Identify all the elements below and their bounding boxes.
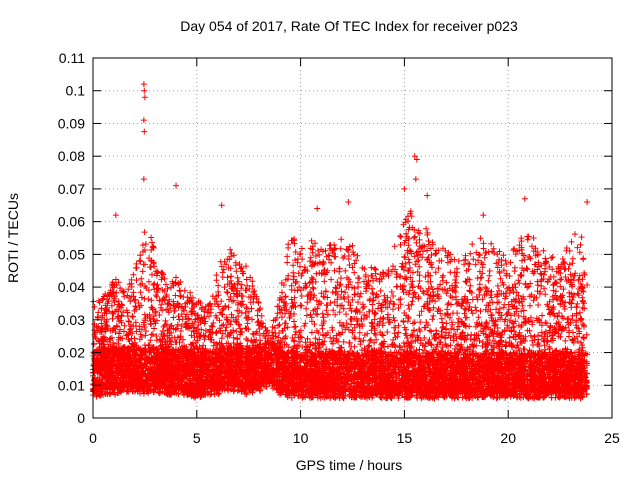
data-point	[345, 199, 352, 205]
y-tick-label: 0.04	[58, 279, 85, 295]
data-point	[401, 185, 408, 192]
x-tick-label: 0	[89, 430, 97, 446]
data-point	[424, 192, 431, 199]
y-axis-label: ROTI / TECUs	[5, 193, 21, 283]
data-point	[141, 128, 148, 135]
data-point	[141, 87, 148, 94]
y-tick-label: 0.11	[59, 50, 85, 66]
data-point	[140, 117, 147, 124]
data-point	[480, 212, 487, 219]
x-axis-label: GPS time / hours	[296, 457, 403, 473]
y-tick-label: 0	[77, 410, 85, 426]
chart-title: Day 054 of 2017, Rate Of TEC Index for r…	[180, 18, 518, 34]
data-point	[141, 94, 148, 101]
data-point	[411, 153, 418, 160]
x-tick-label: 10	[293, 430, 309, 446]
data-point	[218, 202, 225, 209]
y-tick-label: 0.07	[58, 181, 85, 197]
data-point	[140, 176, 147, 183]
y-tick-label: 0.01	[58, 377, 85, 393]
data-points	[90, 81, 591, 402]
data-point	[521, 195, 528, 202]
y-tick-label: 0.03	[58, 312, 85, 328]
y-tick-label: 0.08	[58, 148, 85, 164]
x-axis-ticks: 0 5 10 15 20 25	[89, 58, 620, 446]
y-tick-label: 0.09	[58, 115, 85, 131]
data-point	[140, 81, 147, 88]
plot-frame	[92, 57, 613, 419]
x-tick-label: 5	[193, 430, 201, 446]
y-tick-label: 0.06	[58, 214, 85, 230]
y-axis-ticks: 0 0.01 0.02 0.03 0.04 0.05 0.06 0.07 0.08 0.09 0.1…	[58, 50, 612, 426]
y-tick-label: 0.1	[66, 83, 86, 99]
data-point	[173, 182, 180, 189]
data-point	[314, 205, 321, 212]
data-point	[112, 212, 119, 219]
y-tick-label: 0.02	[58, 345, 85, 361]
x-tick-label: 15	[397, 430, 413, 446]
y-tick-label: 0.05	[58, 246, 85, 262]
data-point	[413, 156, 420, 163]
x-tick-label: 20	[500, 430, 516, 446]
scatter-cloud	[90, 208, 591, 402]
x-tick-label: 25	[604, 430, 620, 446]
data-point	[584, 199, 591, 205]
data-point	[412, 176, 419, 183]
